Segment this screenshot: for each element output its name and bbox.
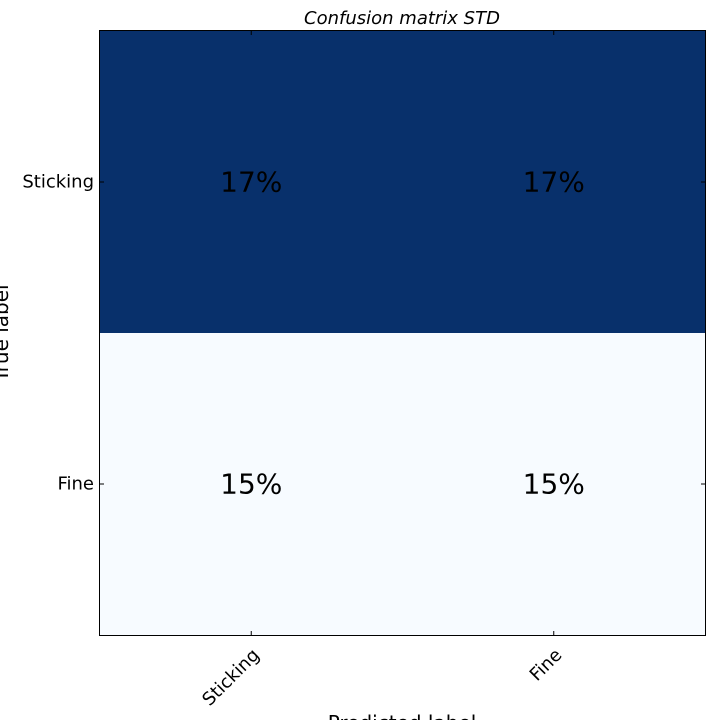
x-tick-labels: Sticking Fine [198, 645, 566, 711]
x-axis-label: Predicted label [328, 711, 477, 720]
heatmap-cell-labels: 17% 17% 15% 15% [220, 166, 585, 501]
plot-frame [99, 30, 706, 636]
cell-value-label: 15% [220, 468, 282, 501]
heatmap-cell [100, 31, 403, 334]
cell-value-label: 15% [523, 468, 585, 501]
y-tick-label: Fine [57, 474, 94, 495]
heatmap-cell [100, 333, 403, 636]
heatmap-cells [100, 31, 706, 636]
axis-ticks [100, 31, 705, 635]
x-tick-label: Sticking [198, 645, 264, 711]
x-tick-label: Fine [526, 645, 567, 686]
cell-value-label: 17% [220, 166, 282, 199]
cell-value-label: 17% [523, 166, 585, 199]
heatmap-cell [402, 333, 706, 636]
heatmap-cell [402, 31, 706, 334]
chart-title: Confusion matrix STD [304, 8, 500, 29]
y-tick-labels: Sticking Fine [22, 172, 94, 495]
y-axis-label: True label [0, 284, 13, 382]
y-tick-label: Sticking [22, 172, 94, 193]
